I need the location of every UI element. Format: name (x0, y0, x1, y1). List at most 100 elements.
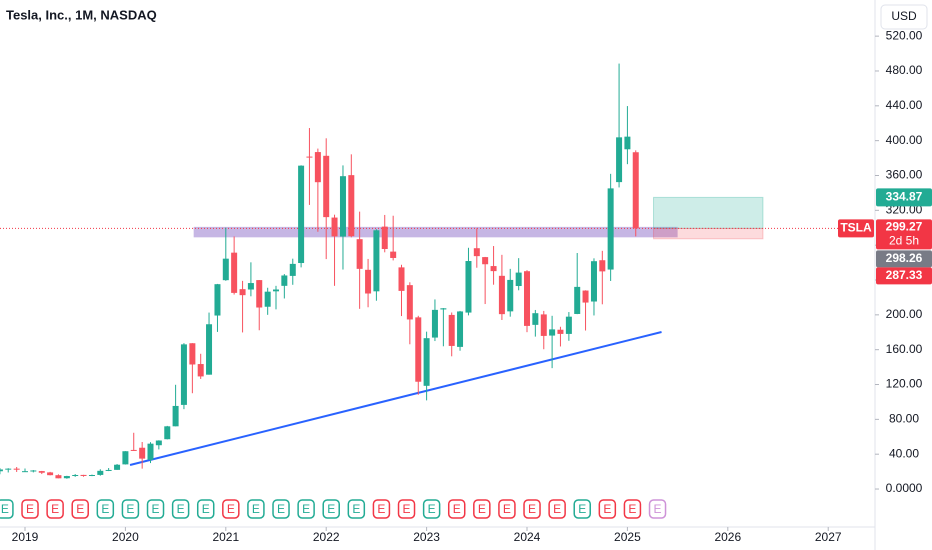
candle-body (616, 137, 623, 183)
price-label: 287.33 (886, 268, 923, 282)
candle-body (47, 472, 54, 476)
candle-body (239, 289, 246, 296)
earnings-marker (0, 499, 14, 519)
candle-body (532, 313, 539, 325)
candle-body (448, 314, 455, 346)
earnings-label: E (252, 502, 260, 516)
candle-body (482, 257, 489, 265)
earnings-label: E (403, 502, 411, 516)
earnings-label: E (152, 502, 160, 516)
candle-body (339, 176, 346, 237)
candle-body (256, 280, 263, 308)
x-tick-label: 2022 (313, 530, 340, 544)
y-tick-label: 80.00 (889, 412, 919, 426)
candle-body (281, 275, 288, 286)
candle-body (247, 283, 254, 290)
earnings-marker (648, 499, 667, 519)
price-label-box (876, 188, 932, 207)
countdown: 2d 5h (889, 234, 919, 248)
earnings-marker (397, 499, 416, 519)
candle-body (22, 471, 28, 473)
earnings-label: E (528, 502, 536, 516)
earnings-marker (272, 499, 290, 519)
earnings-label: E (327, 502, 335, 516)
candle-body (189, 343, 196, 365)
candle-body (130, 449, 137, 451)
candle-body (214, 284, 221, 316)
earnings-label: E (603, 502, 611, 516)
candle-body (524, 271, 531, 326)
earnings-marker (498, 499, 516, 519)
x-tick-label: 2025 (614, 530, 641, 544)
candle-body (206, 324, 213, 375)
earnings-label: E (428, 502, 436, 516)
currency-label[interactable]: USD (891, 9, 917, 23)
candle-body (264, 291, 271, 307)
candle-body (13, 468, 20, 470)
resistance-zone (193, 226, 678, 238)
earnings-label: E (126, 502, 134, 516)
candle-body (80, 474, 87, 476)
candle-body (314, 152, 321, 183)
earnings-marker (523, 499, 541, 519)
candle-body (331, 217, 338, 237)
candle-body (72, 475, 79, 477)
earnings-marker (372, 499, 391, 519)
y-tick-label: 200.00 (886, 307, 923, 321)
candle-body (273, 289, 280, 292)
candle-body (465, 261, 472, 313)
earnings-marker (96, 499, 115, 519)
earnings-label: E (227, 502, 235, 516)
symbol-tag (838, 219, 874, 238)
candle-body (390, 251, 397, 258)
candle-body (306, 156, 313, 158)
earnings-marker (422, 499, 441, 519)
candle-body (298, 165, 305, 264)
earnings-marker (46, 499, 64, 519)
candle-body (231, 252, 238, 293)
candle-body (172, 405, 179, 427)
x-tick-label: 2026 (714, 530, 741, 544)
candle-body (440, 308, 447, 310)
earnings-label: E (578, 502, 586, 516)
candle-body (105, 469, 112, 471)
y-tick-label: 120.00 (886, 377, 923, 391)
candle-body (222, 258, 229, 281)
trendline (129, 331, 662, 466)
candle-body (515, 272, 522, 287)
earnings-label: E (377, 502, 385, 516)
candle-body (590, 261, 597, 302)
earnings-label: E (628, 502, 636, 516)
candle-body (490, 266, 497, 272)
y-tick-label: 400.00 (886, 133, 923, 147)
currency-button[interactable] (880, 4, 928, 30)
candle-body (607, 188, 614, 270)
candle-body (398, 267, 405, 291)
earnings-label: E (51, 502, 59, 516)
earnings-marker (573, 499, 591, 519)
candle-body (356, 239, 363, 269)
candle-body (540, 314, 547, 336)
y-tick-label: 360.00 (886, 168, 923, 182)
candle-body (415, 317, 422, 382)
y-tick-label: 520.00 (886, 28, 923, 42)
candle-body (155, 440, 162, 446)
candle-body (197, 364, 204, 377)
earnings-label: E (101, 502, 109, 516)
candle-body (381, 226, 388, 249)
chart-title: Tesla, Inc., 1M, NASDAQ (6, 7, 157, 22)
price-label-box (876, 267, 932, 285)
candle-body (582, 290, 589, 303)
earnings-marker (71, 499, 89, 519)
y-tick-label: 160.00 (886, 342, 923, 356)
earnings-label: E (277, 502, 285, 516)
candle-body (147, 443, 154, 460)
earnings-label: E (76, 502, 84, 516)
loss-zone (653, 227, 764, 240)
x-tick-label: 2024 (514, 530, 541, 544)
candle-body (323, 155, 330, 218)
candle-body (180, 344, 187, 405)
profit-zone (653, 196, 764, 229)
candle-body (507, 279, 514, 312)
earnings-marker (347, 499, 366, 519)
